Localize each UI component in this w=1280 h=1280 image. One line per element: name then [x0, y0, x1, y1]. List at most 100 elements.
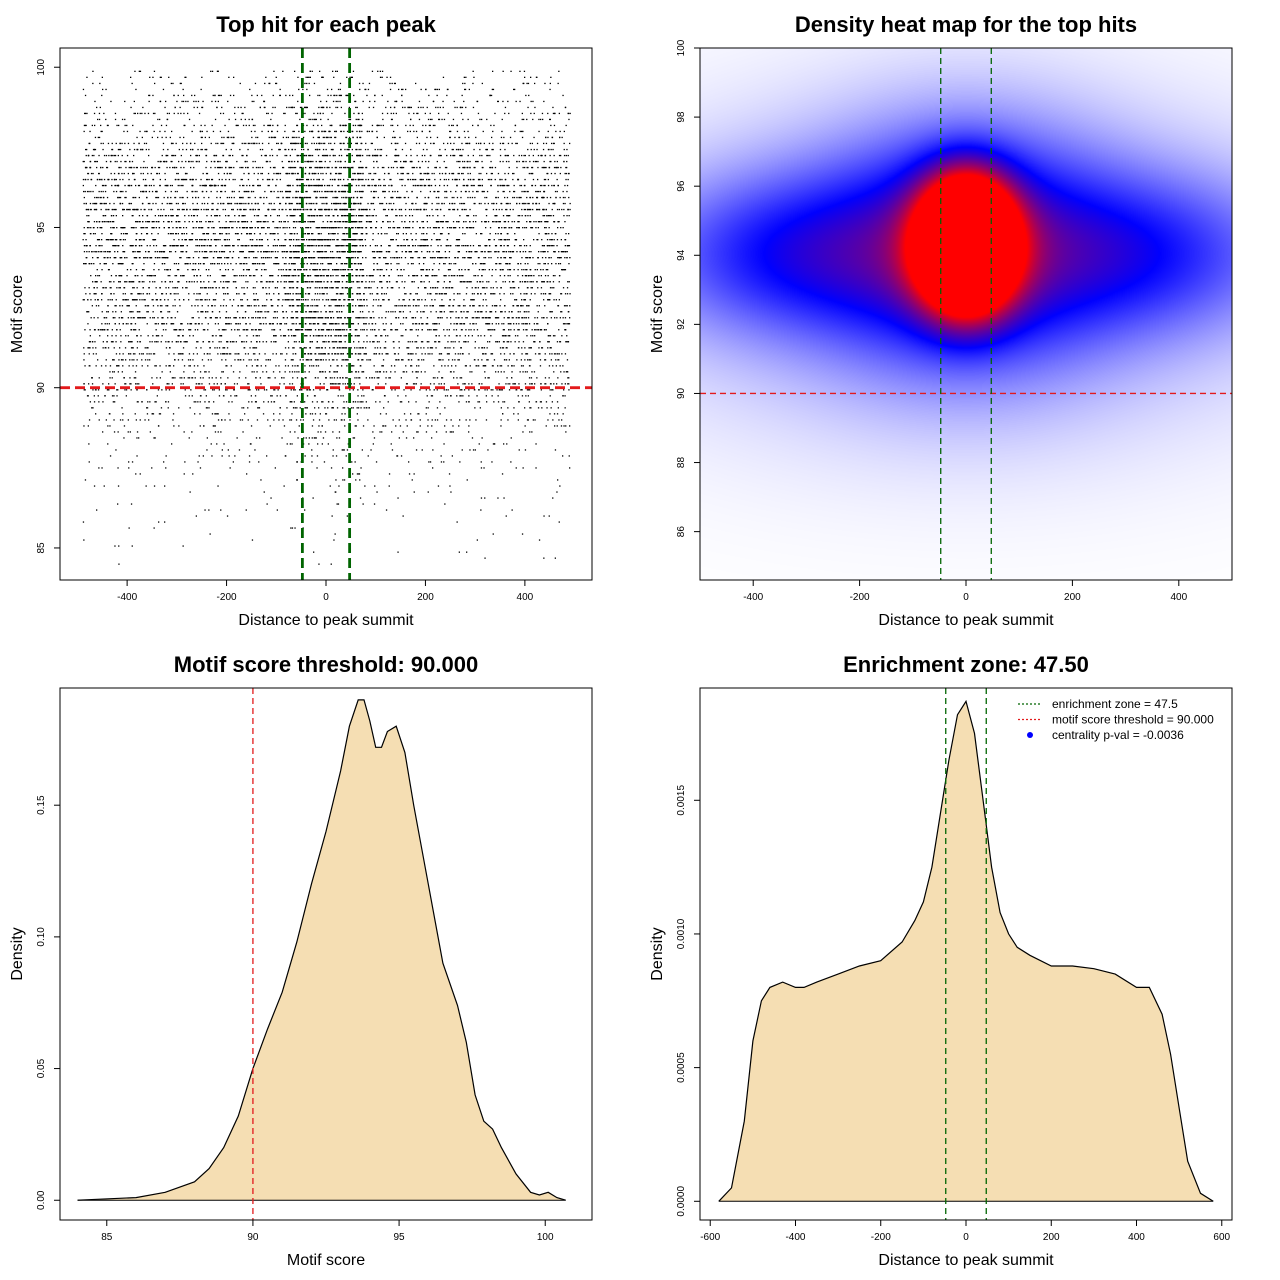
scatter-point — [314, 269, 317, 271]
scatter-point — [295, 275, 297, 277]
scatter-point — [353, 365, 355, 367]
scatter-point — [150, 257, 152, 259]
scatter-point — [476, 281, 478, 283]
scatter-point — [500, 365, 503, 367]
scatter-point — [295, 341, 297, 343]
scatter-point — [304, 335, 306, 337]
scatter-point — [179, 377, 181, 379]
scatter-point — [116, 395, 118, 397]
scatter-point — [355, 425, 357, 427]
scatter-point — [330, 275, 332, 277]
scatter-point — [332, 287, 334, 289]
scatter-point — [273, 293, 275, 295]
scatter-point — [130, 323, 132, 325]
scatter-point — [266, 389, 268, 391]
scatter-point — [253, 293, 255, 295]
scatter-point — [165, 287, 167, 289]
scatter-point — [366, 299, 368, 301]
scatter-point — [345, 455, 347, 457]
scatter-point — [542, 251, 545, 253]
scatter-point — [474, 251, 476, 253]
scatter-point — [532, 257, 534, 259]
scatter-point — [307, 281, 309, 283]
scatter-point — [307, 329, 310, 331]
scatter-point — [262, 371, 264, 373]
scatter-point — [411, 257, 413, 259]
scatter-point — [537, 257, 539, 259]
scatter-point — [295, 257, 297, 259]
scatter-point — [272, 275, 274, 277]
scatter-point — [232, 281, 235, 283]
scatter-point — [322, 341, 324, 343]
scatter-point — [550, 317, 552, 319]
scatter-point — [338, 257, 340, 259]
scatter-point — [88, 365, 90, 367]
scatter-point — [83, 359, 85, 361]
scatter-point — [344, 341, 346, 343]
scatter-point — [295, 317, 297, 319]
scatter-point — [270, 251, 273, 253]
scatter-point — [415, 305, 417, 307]
scatter-point — [337, 281, 340, 283]
scatter-point — [531, 383, 533, 385]
scatter-point — [251, 329, 253, 331]
scatter-point — [493, 401, 495, 403]
scatter-point — [518, 383, 520, 385]
scatter-point — [303, 263, 305, 265]
scatter-point — [524, 383, 527, 385]
scatter-point — [254, 395, 257, 397]
scatter-point — [313, 317, 315, 319]
scatter-point — [462, 245, 465, 247]
scatter-point — [569, 425, 571, 427]
scatter-point — [119, 275, 121, 277]
scatter-point — [335, 275, 337, 277]
scatter-point — [156, 395, 158, 397]
scatter-point — [163, 257, 166, 259]
scatter-point — [342, 407, 344, 409]
scatter-point — [117, 503, 119, 505]
scatter-point — [336, 263, 338, 265]
scatter-point — [462, 395, 464, 397]
scatter-point — [511, 509, 513, 511]
scatter-point — [165, 401, 167, 403]
scatter-point — [128, 461, 130, 463]
scatter-point — [404, 305, 406, 307]
scatter-point — [206, 299, 208, 301]
scatter-point — [415, 251, 417, 253]
scatter-point — [487, 359, 489, 361]
scatter-point — [535, 467, 537, 469]
scatter-point — [391, 449, 394, 451]
scatter-point — [484, 389, 486, 391]
scatter-point — [389, 377, 391, 379]
scatter-point — [520, 365, 523, 367]
scatter-point — [189, 257, 191, 259]
scatter-point — [163, 251, 166, 253]
scatter-point — [139, 281, 141, 283]
scatter-point — [122, 359, 124, 361]
scatter-point — [569, 467, 571, 469]
scatter-point — [171, 341, 173, 343]
scatter-point — [168, 311, 171, 313]
scatter-point — [344, 317, 346, 319]
scatter-point — [287, 341, 289, 343]
scatter-point — [319, 383, 321, 385]
scatter-point — [242, 431, 244, 433]
scatter-point — [183, 341, 185, 343]
scatter-point — [273, 419, 275, 421]
scatter-point — [146, 293, 148, 295]
scatter-point — [259, 323, 261, 325]
scatter-point — [363, 329, 365, 331]
scatter-point — [315, 275, 318, 277]
scatter-point — [481, 287, 484, 289]
scatter-point — [90, 317, 92, 319]
scatter-point — [537, 311, 539, 313]
scatter-point — [131, 359, 133, 361]
scatter-point — [309, 335, 311, 337]
scatter-point — [173, 425, 175, 427]
scatter-point — [500, 353, 502, 355]
scatter-point — [182, 329, 184, 331]
scatter-point — [136, 437, 138, 439]
scatter-point — [124, 293, 126, 295]
scatter-point — [104, 251, 107, 253]
scatter-point — [435, 293, 437, 295]
